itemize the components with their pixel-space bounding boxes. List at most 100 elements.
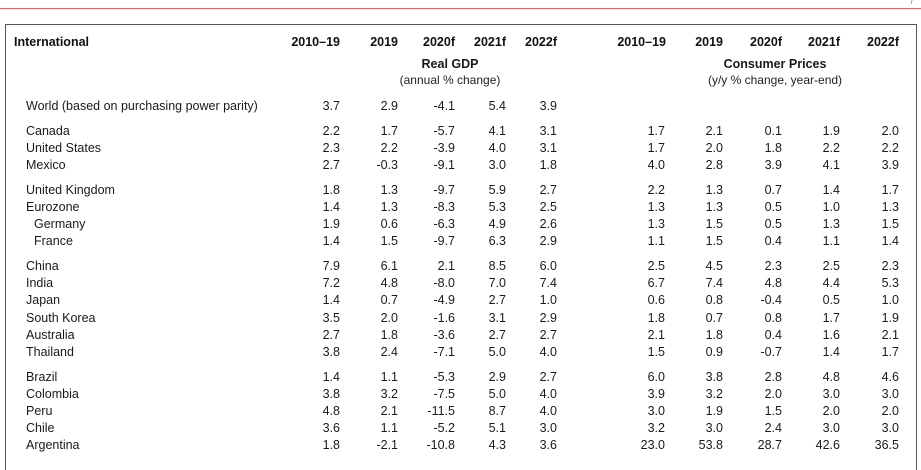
row-label: Colombia: [26, 387, 79, 401]
cpi-value-cell: 3.0: [822, 421, 840, 435]
cpi-value-cell: 1.5: [705, 234, 723, 248]
cpi-value-cell: 23.0: [640, 438, 665, 452]
gdp-value-cell: 4.8: [380, 276, 398, 290]
cpi-value-cell: 42.6: [815, 438, 840, 452]
cpi-value-cell: 6.7: [647, 276, 665, 290]
gdp-value-cell: 2.2: [380, 141, 398, 155]
row-label: United States: [26, 141, 102, 155]
cpi-value-cell: 1.7: [881, 183, 899, 197]
gdp-value-cell: 8.7: [488, 404, 506, 418]
cpi-value-cell: 2.0: [822, 404, 840, 418]
cpi-value-cell: 2.8: [764, 370, 782, 384]
gdp-value-cell: -8.0: [433, 276, 455, 290]
cpi-value-cell: 1.5: [647, 345, 665, 359]
gdp-value-cell: 1.4: [322, 293, 340, 307]
cpi-value-cell: 4.4: [822, 276, 840, 290]
cpi-value-cell: 2.8: [705, 158, 723, 172]
gdp-value-cell: 1.9: [322, 217, 340, 231]
gdp-value-cell: -1.6: [433, 311, 455, 325]
gdp-value-cell: 4.0: [539, 345, 557, 359]
cpi-value-cell: 1.3: [705, 200, 723, 214]
cpi-value-cell: 4.8: [822, 370, 840, 384]
row-label: Chile: [26, 421, 55, 435]
gdp-value-cell: 3.2: [380, 387, 398, 401]
gdp-value-cell: 2.7: [488, 328, 506, 342]
gdp-value-cell: 4.0: [488, 141, 506, 155]
cpi-group-note: (y/y % change, year-end): [707, 73, 843, 87]
cpi-value-cell: 3.0: [881, 421, 899, 435]
cpi-value-cell: 1.1: [822, 234, 840, 248]
cpi-value-cell: 6.0: [647, 370, 665, 384]
cpi-value-cell: 1.7: [822, 311, 840, 325]
cpi-value-cell: 2.0: [705, 141, 723, 155]
cpi-col-header: 2020f: [750, 35, 782, 49]
cpi-value-cell: 4.5: [705, 259, 723, 273]
gdp-value-cell: 7.0: [488, 276, 506, 290]
row-label: Thailand: [26, 345, 74, 359]
cpi-group-title: Consumer Prices: [723, 57, 827, 71]
cpi-value-cell: 4.1: [822, 158, 840, 172]
gdp-value-cell: 1.8: [322, 183, 340, 197]
gdp-value-cell: 1.8: [539, 158, 557, 172]
cpi-value-cell: 7.4: [705, 276, 723, 290]
cpi-value-cell: 1.8: [764, 141, 782, 155]
row-label: Australia: [26, 328, 75, 342]
gdp-value-cell: -4.9: [433, 293, 455, 307]
cpi-value-cell: 1.5: [764, 404, 782, 418]
gdp-value-cell: 2.7: [322, 158, 340, 172]
gdp-value-cell: 3.1: [488, 311, 506, 325]
gdp-value-cell: 2.7: [539, 183, 557, 197]
cpi-col-header: 2021f: [808, 35, 840, 49]
cpi-value-cell: 0.9: [705, 345, 723, 359]
cpi-value-cell: 53.8: [698, 438, 723, 452]
gdp-value-cell: 1.1: [380, 421, 398, 435]
gdp-value-cell: 4.0: [539, 404, 557, 418]
gdp-value-cell: 3.5: [322, 311, 340, 325]
gdp-col-header: 2010–19: [291, 35, 340, 49]
row-label: South Korea: [26, 311, 96, 325]
section-label: International: [14, 35, 90, 49]
gdp-value-cell: 1.8: [380, 328, 398, 342]
gdp-value-cell: -5.2: [433, 421, 455, 435]
cpi-value-cell: 1.3: [822, 217, 840, 231]
cpi-value-cell: 1.3: [881, 200, 899, 214]
cpi-value-cell: 4.8: [764, 276, 782, 290]
gdp-group-note: (annual % change): [399, 73, 501, 87]
cpi-value-cell: 1.8: [647, 311, 665, 325]
row-label: Brazil: [26, 370, 58, 384]
gdp-value-cell: 8.5: [488, 259, 506, 273]
cpi-value-cell: 0.8: [764, 311, 782, 325]
gdp-value-cell: 5.3: [488, 200, 506, 214]
cpi-value-cell: 1.3: [705, 183, 723, 197]
gdp-col-header: 2020f: [423, 35, 455, 49]
cpi-value-cell: 1.4: [822, 345, 840, 359]
cpi-value-cell: -0.4: [760, 293, 782, 307]
cpi-value-cell: 1.9: [705, 404, 723, 418]
cpi-value-cell: 3.2: [647, 421, 665, 435]
cpi-value-cell: 0.8: [705, 293, 723, 307]
cpi-value-cell: 0.1: [764, 124, 782, 138]
gdp-value-cell: 4.3: [488, 438, 506, 452]
gdp-value-cell: -7.1: [433, 345, 455, 359]
gdp-value-cell: 2.1: [437, 259, 455, 273]
row-label: United Kingdom: [26, 183, 115, 197]
gdp-value-cell: 7.4: [539, 276, 557, 290]
gdp-value-cell: 1.4: [322, 200, 340, 214]
cpi-value-cell: 0.5: [822, 293, 840, 307]
gdp-value-cell: 5.0: [488, 387, 506, 401]
cpi-value-cell: 1.1: [647, 234, 665, 248]
gdp-value-cell: 2.9: [539, 311, 557, 325]
gdp-value-cell: -9.7: [433, 183, 455, 197]
gdp-value-cell: 4.0: [539, 387, 557, 401]
row-label: Eurozone: [26, 200, 80, 214]
gdp-value-cell: -2.1: [376, 438, 398, 452]
cpi-value-cell: 0.4: [764, 328, 782, 342]
cpi-value-cell: -0.7: [760, 345, 782, 359]
cpi-value-cell: 1.7: [881, 345, 899, 359]
gdp-value-cell: -5.7: [433, 124, 455, 138]
gdp-value-cell: 2.4: [380, 345, 398, 359]
gdp-value-cell: 1.4: [322, 234, 340, 248]
gdp-col-header: 2019: [370, 35, 398, 49]
row-label: China: [26, 259, 59, 273]
gdp-value-cell: 3.7: [322, 99, 340, 113]
